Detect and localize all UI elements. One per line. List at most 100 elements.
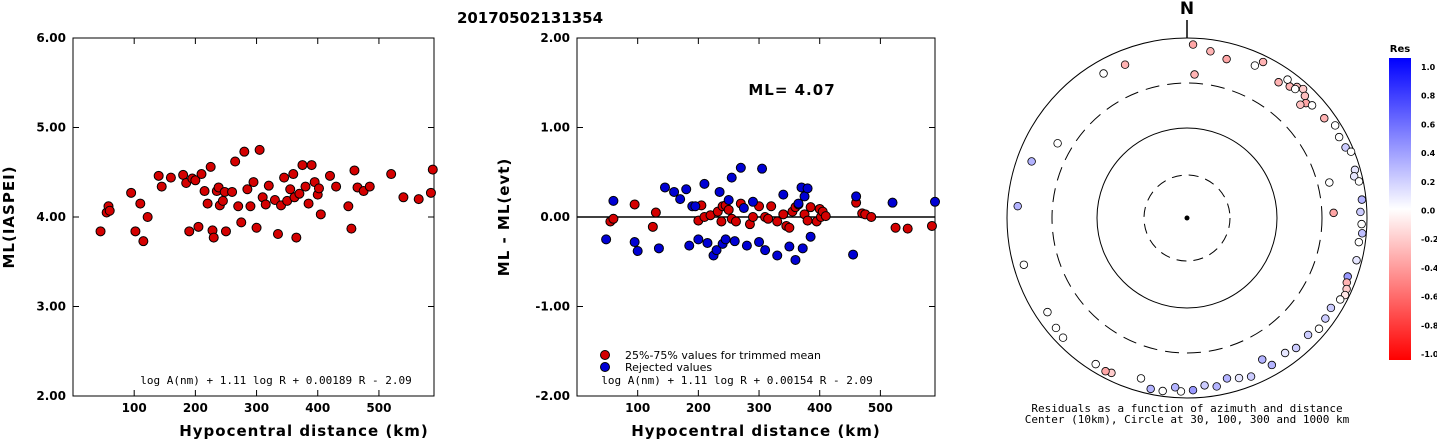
- plot1-data-point: [425, 187, 436, 198]
- plot1-xtick-label: 200: [183, 401, 208, 415]
- plot1-data-point: [364, 181, 375, 192]
- polar-station-point: [1334, 132, 1344, 142]
- plot2-data-point: [902, 223, 913, 234]
- polar-caption-line2: Center (10km), Circle at 30, 100, 300 an…: [1025, 413, 1350, 426]
- plot1-data-point: [236, 217, 247, 228]
- plot2-data-point: [763, 213, 774, 224]
- plot2-data-point: [675, 194, 686, 205]
- polar-station-point: [1307, 101, 1317, 110]
- north-label: N: [1180, 0, 1194, 19]
- plot2-xtick-label: 500: [868, 401, 893, 415]
- plot1-data-point: [190, 175, 201, 186]
- ring-1000km: [1051, 82, 1323, 354]
- polar-station-point: [1329, 208, 1338, 218]
- plot2-data-point: [716, 216, 727, 227]
- plot2-data-point: [790, 254, 801, 265]
- plot1-xtick-label: 400: [305, 401, 330, 415]
- plot1-data-point: [263, 180, 274, 191]
- plot1-ytick-label: 5.00: [36, 121, 66, 135]
- plot2-data-point: [778, 189, 789, 200]
- plot2-data-point: [738, 203, 749, 214]
- polar-station-point: [1357, 229, 1367, 238]
- plot1-data-point: [272, 229, 283, 240]
- colorbar-tick-label: -0.8: [1421, 321, 1437, 330]
- polar-station-point: [1176, 387, 1186, 396]
- ring-300km: [1096, 127, 1278, 309]
- polar-station-point: [1136, 374, 1146, 383]
- plot1-data-point: [196, 169, 207, 180]
- polar-station-point: [1013, 201, 1022, 211]
- plot2-data-point: [760, 245, 771, 256]
- polar-station-point: [1053, 139, 1062, 148]
- colorbar-tick-label: -1.0: [1421, 350, 1437, 359]
- colorbar-tick-label: 0.2: [1421, 178, 1435, 187]
- polar-station-point: [1274, 78, 1283, 87]
- colorbar-tick-label: 0.8: [1421, 92, 1436, 101]
- plot1-data-point: [398, 192, 409, 203]
- polar-station-point: [1320, 114, 1329, 123]
- plot1-data-point: [245, 201, 256, 212]
- plot2-ytick-label: -2.00: [535, 389, 570, 403]
- plot2-data-point: [632, 246, 643, 257]
- ring-outer: [1006, 37, 1368, 399]
- plot2-data-point: [647, 221, 658, 232]
- plot2-data-point: [711, 245, 722, 256]
- polar-station-point: [1357, 195, 1367, 204]
- plot1-ytick-label: 2.00: [36, 389, 66, 403]
- plot1-data-point: [300, 181, 311, 192]
- plot2-data-point: [741, 240, 752, 251]
- plot1-data-point: [95, 226, 106, 237]
- polar-caption-line1: Residuals as a function of azimuth and d…: [1031, 402, 1342, 415]
- polar-station-point: [1296, 100, 1305, 109]
- plot2-data-point: [690, 201, 701, 212]
- plot2-data-point: [681, 184, 692, 195]
- plot1-ytick-label: 4.00: [36, 210, 66, 224]
- plot2-data-point: [729, 236, 740, 247]
- plot1-data-point: [294, 188, 305, 199]
- plot1-data-point: [199, 186, 210, 197]
- polar-station-point: [1200, 381, 1209, 390]
- colorbar-tick-label: 1.0: [1421, 63, 1436, 72]
- polar-station-point: [1246, 372, 1256, 381]
- plot1-data-point: [315, 209, 326, 220]
- plot2-data-point: [766, 201, 777, 212]
- plot2-xtick-label: 200: [686, 401, 711, 415]
- polar-station-point: [1280, 348, 1290, 358]
- polar-station-point: [1188, 40, 1198, 49]
- polar-station-point: [1222, 374, 1232, 383]
- plot1-xtick-label: 300: [244, 401, 269, 415]
- legend-label-rejected: Rejected values: [625, 361, 712, 374]
- plot1-data-point: [242, 184, 253, 195]
- plot1-data-point: [205, 161, 216, 172]
- polar-station-point: [1212, 382, 1221, 391]
- plot2-data-point: [772, 216, 783, 227]
- plot1-xtick-label: 500: [366, 401, 391, 415]
- polar-station-point: [1326, 303, 1336, 313]
- plot1-formula: log A(nm) + 1.11 log R + 0.00189 R - 2.0…: [140, 374, 412, 387]
- polar-station-point: [1290, 84, 1300, 94]
- plot1-data-point: [427, 164, 438, 175]
- plot1-data-point: [165, 172, 176, 183]
- polar-station-point: [1303, 330, 1313, 340]
- plot1-data-point: [291, 232, 302, 243]
- polar-station-point: [1349, 172, 1359, 181]
- plot2-data-point: [802, 183, 813, 194]
- polar-station-point: [1043, 307, 1052, 317]
- plot1-data-point: [202, 198, 213, 209]
- polar-station-point: [1188, 386, 1198, 395]
- plot2-data-point: [735, 162, 746, 173]
- plot2-xtick-label: 400: [807, 401, 832, 415]
- plot1-data-point: [156, 181, 167, 192]
- plot1-data-point: [239, 146, 250, 157]
- plot2-ytick-label: 0.00: [540, 210, 570, 224]
- plot1-data-point: [104, 205, 115, 216]
- plot2-data-point: [629, 199, 640, 210]
- polar-station-point: [1352, 256, 1361, 265]
- polar-station-point: [1346, 147, 1356, 156]
- plot2-data-point: [930, 196, 940, 207]
- polar-station-point: [1336, 295, 1345, 304]
- polar-station-point: [1325, 178, 1334, 187]
- plot2-data-point: [629, 237, 640, 248]
